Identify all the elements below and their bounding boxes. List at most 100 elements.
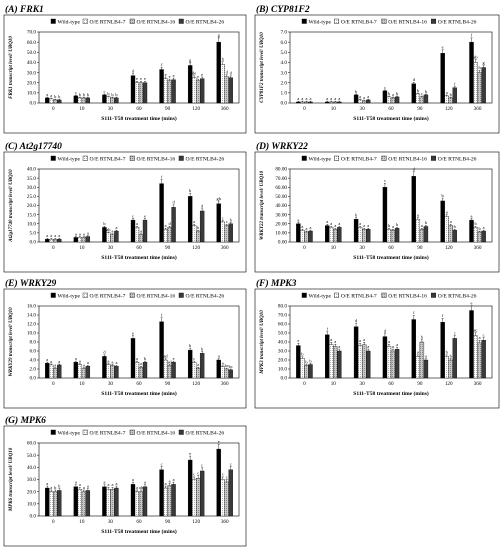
significance-letter: e: [442, 45, 444, 50]
significance-letter: a: [107, 482, 109, 487]
bar-o-e-rtnlb4-26: [394, 228, 400, 243]
legend-label: O/E RTNLB4-16: [388, 293, 427, 299]
y-tick-label: 25.0: [27, 194, 36, 200]
significance-letter: a: [330, 221, 332, 226]
bar-o-e-rtnlb4-16: [167, 227, 172, 243]
bar-wild-type: [411, 83, 416, 104]
bar-wild-type: [411, 319, 416, 379]
y-tick-label: 7.0: [281, 30, 288, 36]
significance-letter: f: [413, 310, 415, 315]
significance-letter: a: [115, 360, 117, 365]
significance-letter: a: [111, 229, 113, 234]
significance-letter: a: [326, 96, 328, 101]
bar-o-e-rtnlb4-16: [224, 368, 229, 379]
bar-wild-type: [130, 484, 136, 517]
significance-letter: de: [192, 71, 196, 76]
bar-o-e-rtnlb4-16: [419, 341, 425, 379]
y-tick-label: 10.0: [27, 331, 36, 337]
plot-area: [289, 31, 493, 104]
bar-o-e-rtnlb4-16: [361, 229, 367, 243]
legend-swatch: [334, 155, 340, 161]
bar-o-e-rtnlb4-7: [329, 344, 334, 379]
significance-letter: c: [193, 356, 195, 361]
bar-o-e-rtnlb4-7: [415, 356, 421, 379]
significance-letter: a: [87, 360, 89, 365]
significance-letter: b: [388, 91, 391, 96]
significance-letter: b: [201, 346, 204, 351]
significance-letter: a: [338, 96, 340, 101]
bar-o-e-rtnlb4-16: [361, 100, 367, 104]
significance-letter: b: [425, 89, 428, 94]
x-axis-label: S111-T58 treatment time (mins): [353, 390, 429, 397]
significance-letter: bc: [225, 363, 229, 368]
significance-letter: a: [310, 225, 312, 230]
significance-letter: a: [107, 358, 109, 363]
significance-letter: a: [193, 219, 195, 224]
legend-swatch: [381, 18, 387, 24]
significance-letter: c: [103, 89, 105, 94]
bar-o-e-rtnlb4-26: [57, 239, 62, 243]
significance-letter: b: [83, 92, 86, 97]
bar-o-e-rtnlb4-7: [49, 491, 54, 517]
significance-letter: a: [165, 223, 167, 228]
panel-frame: [254, 14, 500, 134]
significance-letter: a: [50, 485, 52, 490]
x-tick-label: 360: [474, 106, 482, 112]
bar-o-e-rtnlb4-26: [308, 101, 313, 104]
y-tick-label: 10.0: [27, 91, 36, 97]
bar-o-e-rtnlb4-16: [167, 80, 172, 104]
significance-letter: e: [144, 213, 146, 218]
x-tick-label: 60: [388, 381, 394, 387]
bar-o-e-rtnlb4-7: [473, 335, 478, 379]
significance-letter: a: [136, 221, 138, 226]
bar-o-e-rtnlb4-7: [220, 64, 225, 104]
significance-letter: a: [334, 223, 336, 228]
significance-letter: a: [83, 231, 85, 236]
bar-o-e-rtnlb4-16: [390, 350, 396, 379]
significance-letter: g: [483, 60, 486, 65]
bar-o-e-rtnlb4-26: [337, 101, 342, 104]
significance-letter: ac: [474, 328, 478, 333]
x-tick-label: 120: [192, 519, 200, 525]
chart-panel-MPK3: (F) MPK3 Wild-type O/E RTNLB4-7 O/E RTNLB4-…: [254, 278, 500, 409]
bar-o-e-rtnlb4-26: [308, 230, 313, 243]
significance-letter: e: [297, 338, 299, 343]
bar-o-e-rtnlb4-16: [304, 231, 309, 243]
bar-wild-type: [159, 469, 164, 517]
y-tick-label: 50.00: [275, 194, 287, 200]
significance-letter: ad: [163, 354, 168, 359]
bar-wild-type: [440, 322, 445, 379]
significance-letter: a: [58, 233, 60, 238]
significance-letter: b: [58, 94, 61, 99]
significance-letter: f: [161, 62, 163, 67]
legend-label: O/E RTNLB4-16: [388, 19, 427, 25]
significance-letter: a: [330, 337, 332, 342]
bar-wild-type: [187, 196, 193, 243]
legend-swatch: [82, 429, 88, 435]
legend-swatch: [129, 155, 135, 161]
legend-swatch: [381, 155, 387, 161]
significance-letter: a: [75, 231, 77, 236]
significance-letter: a: [388, 339, 390, 344]
x-tick-label: 0: [303, 106, 306, 112]
significance-letter: a: [305, 96, 307, 101]
panel-title: (C) At2g17740: [5, 141, 62, 152]
bar-o-e-rtnlb4-26: [199, 353, 205, 379]
x-tick-label: 10: [331, 245, 337, 251]
significance-letter: e: [173, 356, 175, 361]
legend-label: O/E RTNLB4-7: [341, 156, 377, 162]
bar-o-e-rtnlb4-26: [308, 364, 313, 379]
bar-wild-type: [73, 486, 79, 517]
bar-o-e-rtnlb4-7: [106, 364, 111, 379]
significance-letter: b: [301, 352, 304, 357]
x-tick-label: 120: [445, 245, 453, 251]
legend-swatch: [129, 292, 135, 298]
legend-label: Wild-type: [58, 430, 81, 436]
legend-label: O/E RTNLB4-7: [90, 19, 126, 25]
x-tick-label: 30: [108, 245, 114, 251]
significance-letter: a: [359, 221, 361, 226]
significance-letter: a: [115, 481, 117, 486]
significance-letter: a: [367, 94, 369, 99]
significance-letter: b: [197, 225, 200, 230]
